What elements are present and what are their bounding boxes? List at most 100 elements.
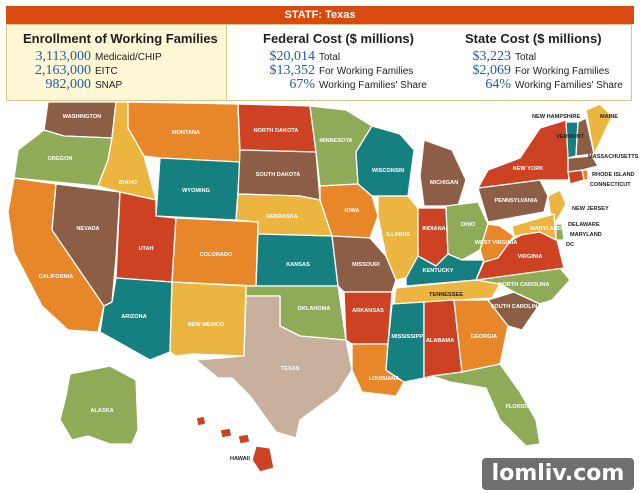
state-florida[interactable] xyxy=(431,363,541,447)
federal-title: Federal Cost ($ millions) xyxy=(263,31,414,46)
state-missouri[interactable] xyxy=(331,235,397,293)
label-dc: DC xyxy=(566,242,574,248)
state-tennessee[interactable] xyxy=(393,279,501,305)
label-new-hampshire: NEW HAMPSHIRE xyxy=(532,114,580,120)
label-wisconsin: WISCONSIN xyxy=(372,168,404,174)
state-hawaii-maui[interactable] xyxy=(237,433,251,445)
label-maryland-callout: MARYLAND xyxy=(570,232,602,238)
state-label: Total xyxy=(515,52,537,63)
label-massachusetts: MASSACHUSETTS xyxy=(588,154,639,160)
enrollment-label: Medicaid/CHIP xyxy=(95,52,162,63)
state-hawaii-kauai[interactable] xyxy=(195,415,207,427)
label-louisiana: LOUISIANA xyxy=(369,376,400,382)
label-rhode-island: RHODE ISLAND xyxy=(592,172,635,178)
state-label: Working Families' Share xyxy=(515,80,623,91)
state-arkansas[interactable] xyxy=(343,291,393,345)
state-maine[interactable] xyxy=(585,103,613,155)
enrollment-row-snap: 982,000 SNAP xyxy=(7,77,123,92)
label-connecticut: CONNECTICUT xyxy=(590,182,631,188)
enrollment-section: Enrollment of Working Families 3,113,000… xyxy=(7,25,227,100)
label-arizona: ARIZONA xyxy=(121,314,146,320)
state-new-mexico[interactable] xyxy=(169,281,247,357)
state-texas[interactable] xyxy=(195,295,353,439)
state-value: $2,069 xyxy=(472,63,512,78)
state-georgia[interactable] xyxy=(453,299,509,373)
state-hawaii-oahu[interactable] xyxy=(219,427,233,439)
label-alabama: ALABAMA xyxy=(426,338,454,344)
label-montana: MONTANA xyxy=(172,130,200,136)
label-florida: FLORIDA xyxy=(506,404,531,410)
state-new-york[interactable] xyxy=(477,119,577,189)
label-indiana: INDIANA xyxy=(422,226,445,232)
label-nevada: NEVADA xyxy=(76,226,99,232)
label-minnesota: MINNESOTA xyxy=(319,138,352,144)
enrollment-value: 3,113,000 xyxy=(35,49,91,64)
label-north-dakota: NORTH DAKOTA xyxy=(254,128,299,134)
federal-label: Total xyxy=(319,52,341,63)
state-header-bar: STATF: Texas xyxy=(6,6,634,24)
state-south-carolina[interactable] xyxy=(487,291,541,331)
state-hawaii-big-island[interactable] xyxy=(251,445,275,473)
state-alaska[interactable] xyxy=(59,365,139,445)
federal-value: 67% xyxy=(289,77,315,92)
label-delaware: DELAWARE xyxy=(568,222,600,228)
label-new-jersey: NEW JERSEY xyxy=(572,206,609,212)
label-new-york: NEW YORK xyxy=(513,166,544,172)
enrollment-value: 982,000 xyxy=(45,77,92,92)
label-washington: WASHINGTON xyxy=(63,114,101,120)
federal-row-working: $13,352 For Working Families xyxy=(231,63,414,78)
state-row-working: $2,069 For Working Families xyxy=(427,63,610,78)
label-illinois: ILLINOIS xyxy=(386,232,410,238)
label-mississippi: MISSISSIPPI xyxy=(391,334,425,340)
state-indiana[interactable] xyxy=(417,207,449,267)
federal-label: For Working Families xyxy=(319,66,414,77)
label-maryland: MARYLAND xyxy=(530,226,562,232)
federal-label: Working Families' Share xyxy=(319,80,427,91)
state-mississippi[interactable] xyxy=(385,301,425,383)
state-row-total: $3,223 Total xyxy=(427,49,537,64)
enrollment-row-medicaid: 3,113,000 Medicaid/CHIP xyxy=(7,49,162,64)
info-panel: Enrollment of Working Families 3,113,000… xyxy=(6,24,632,101)
federal-row-share: 67% Working Families' Share xyxy=(231,77,427,92)
state-michigan[interactable] xyxy=(419,139,467,207)
state-kansas[interactable] xyxy=(255,233,339,287)
label-missouri: MISSOURI xyxy=(352,262,380,268)
label-iowa: IOWA xyxy=(345,208,360,214)
state-row-share: 64% Working Families' Share xyxy=(427,77,623,92)
state-kentucky[interactable] xyxy=(405,253,485,287)
enrollment-row-eitc: 2,163,000 EITC xyxy=(7,63,118,78)
state-maryland[interactable] xyxy=(511,213,557,241)
us-states-map: WASHINGTON OREGON CALIFORNIA NEVADA IDAH… xyxy=(7,101,639,473)
label-hawaii: HAWAII xyxy=(230,456,250,462)
label-california: CALIFORNIA xyxy=(39,274,74,280)
state-massachusetts[interactable] xyxy=(567,155,599,173)
label-kansas: KANSAS xyxy=(286,262,310,268)
label-kentucky: KENTUCKY xyxy=(422,268,453,274)
state-rhode-island[interactable] xyxy=(581,169,589,181)
label-colorado: COLORADO xyxy=(200,252,233,258)
state-value: 64% xyxy=(485,77,511,92)
label-west-virginia: WEST VIRGINIA xyxy=(475,240,518,246)
label-nebraska: NEBRASKA xyxy=(266,214,298,220)
label-idaho: IDAHO xyxy=(119,180,138,186)
label-utah: UTAH xyxy=(138,246,153,252)
label-south-dakota: SOUTH DAKOTA xyxy=(256,172,301,178)
enrollment-value: 2,163,000 xyxy=(35,63,91,78)
label-virginia: VIRGINIA xyxy=(518,254,543,260)
federal-row-total: $20,014 Total xyxy=(231,49,341,64)
label-maine: MAINE xyxy=(600,114,618,120)
state-value: $3,223 xyxy=(472,49,512,64)
label-arkansas: ARKANSAS xyxy=(352,308,384,314)
label-georgia: GEORGIA xyxy=(471,334,497,340)
label-tennessee: TENNESSEE xyxy=(429,292,463,298)
label-south-carolina: SOUTH CAROLINA xyxy=(491,304,542,310)
label-new-mexico: NEW MEXICO xyxy=(188,322,225,328)
label-wyoming: WYOMING xyxy=(182,188,210,194)
label-michigan: MICHIGAN xyxy=(430,180,458,186)
label-alaska: ALASKA xyxy=(90,408,113,414)
label-north-carolina: NORTH CAROLINA xyxy=(499,282,550,288)
enrollment-label: SNAP xyxy=(95,80,123,91)
watermark: lomliv.com xyxy=(482,458,634,490)
federal-value: $20,014 xyxy=(269,49,316,64)
enrollment-label: EITC xyxy=(95,66,118,77)
